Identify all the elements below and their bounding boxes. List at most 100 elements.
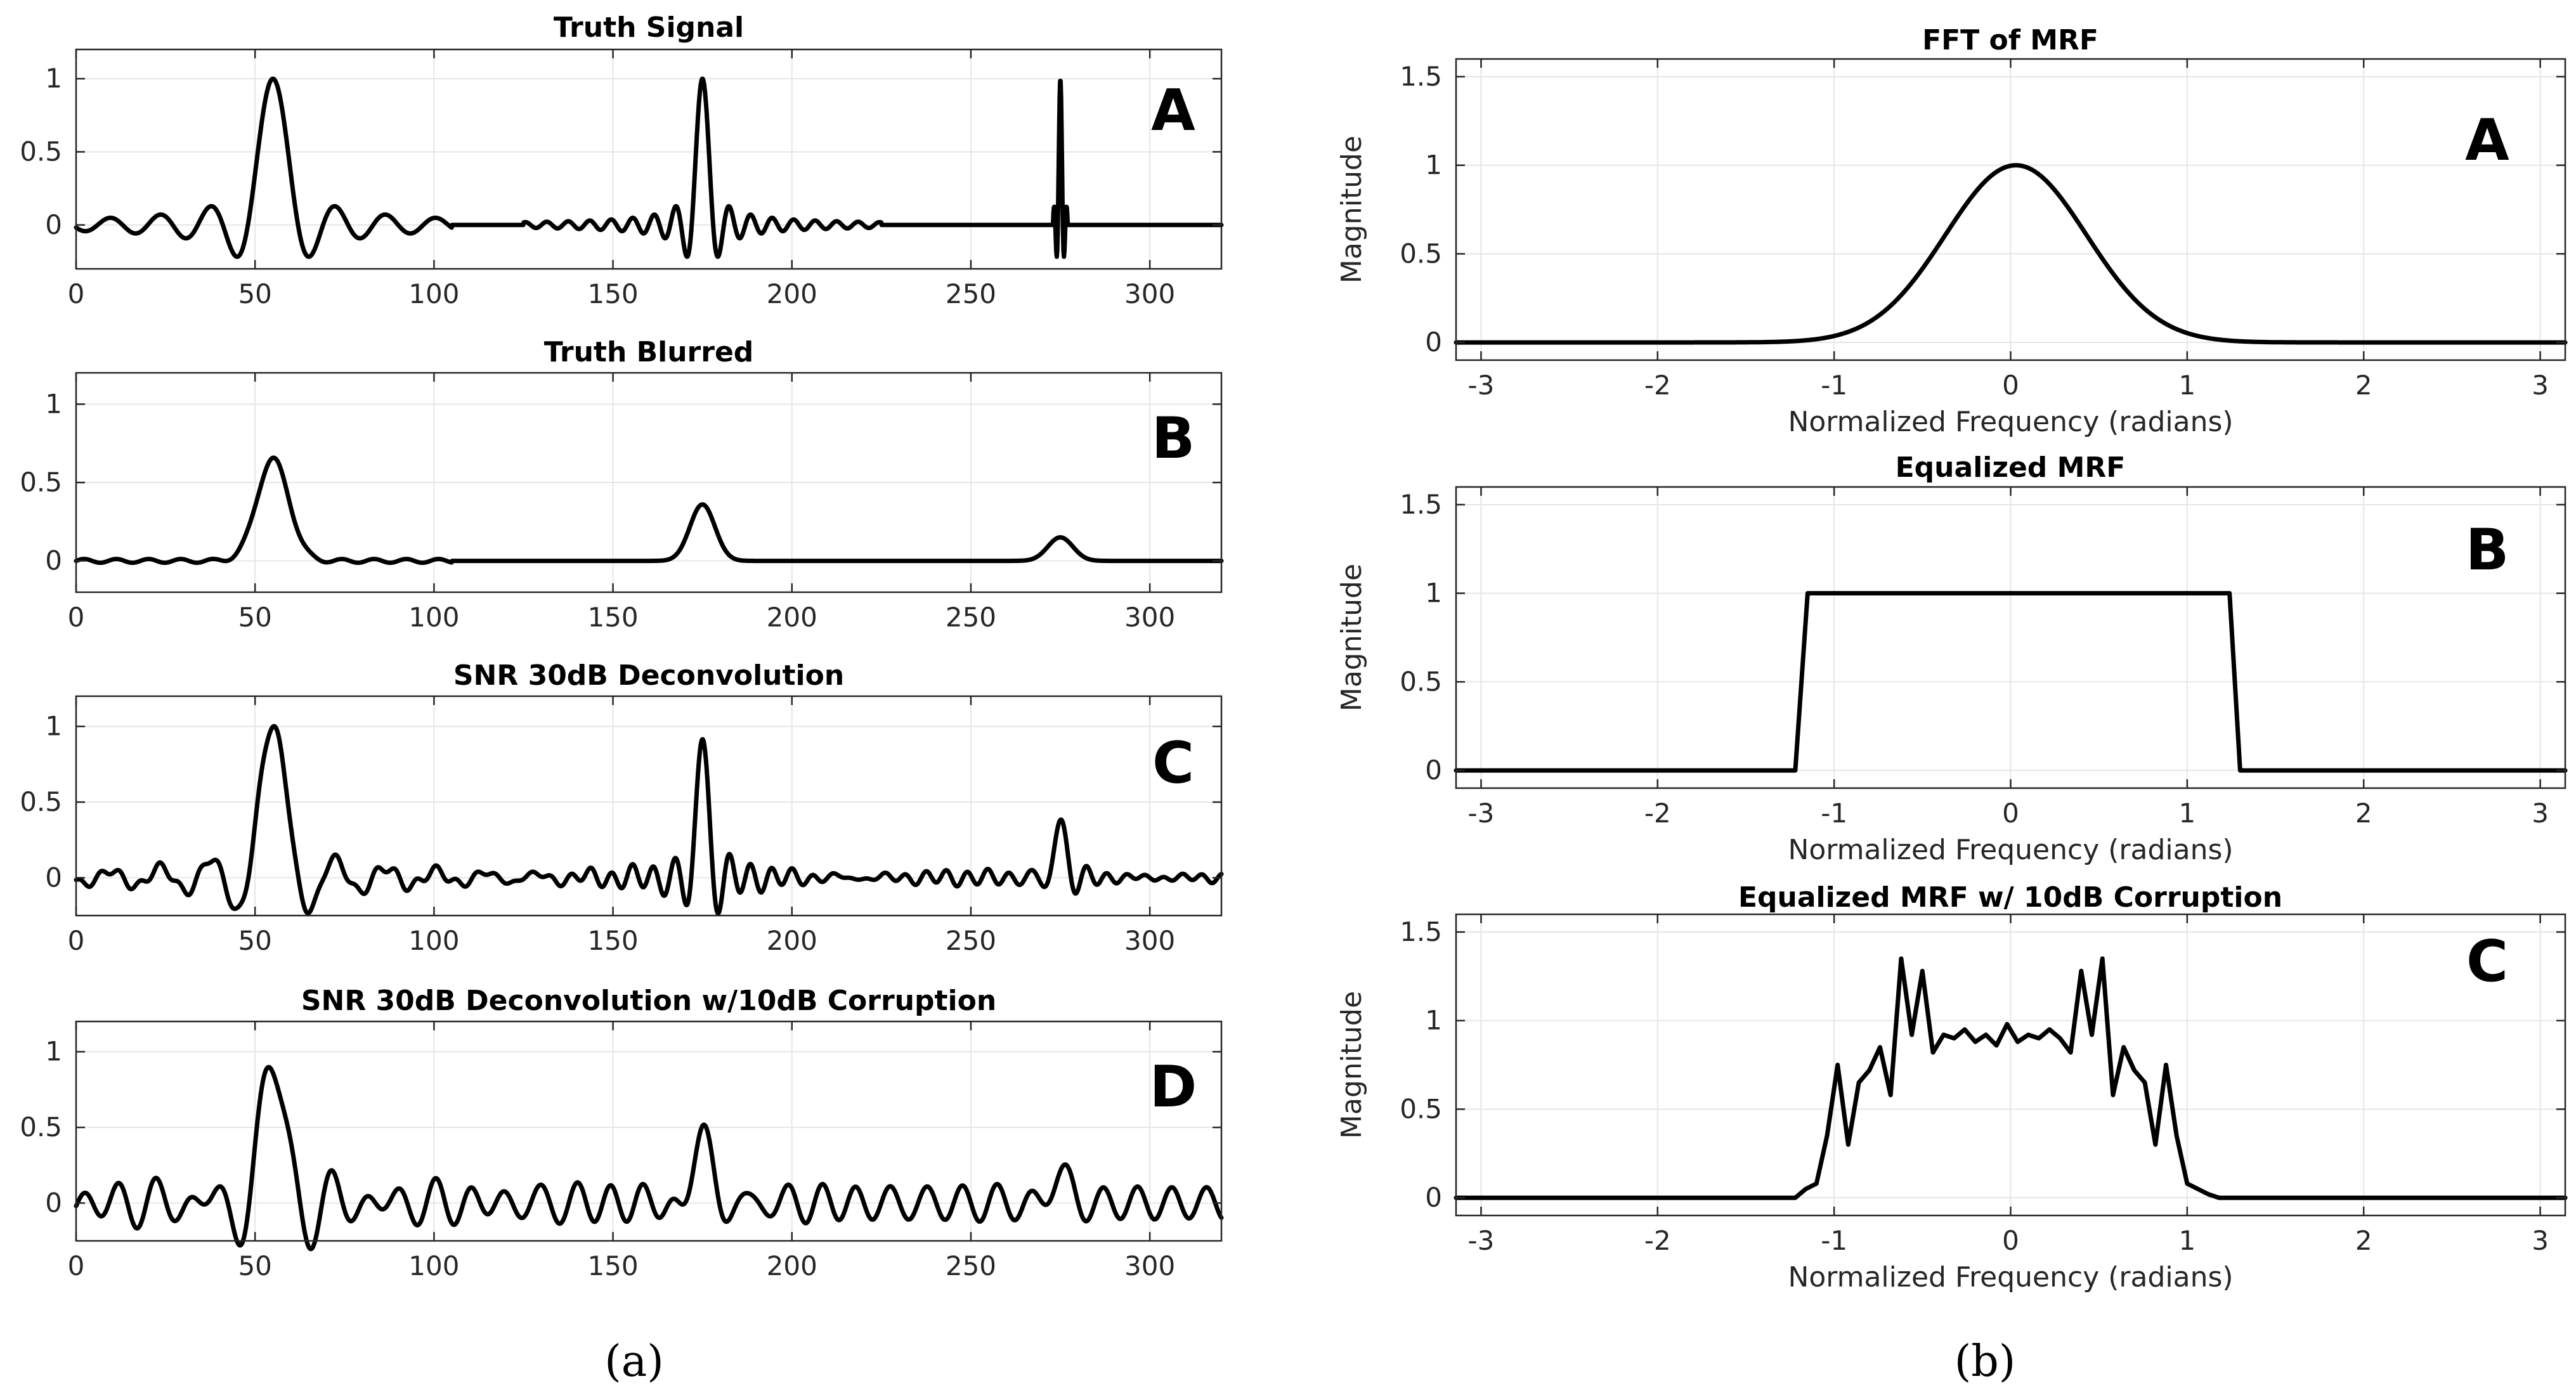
panel-b2: -3 -2 -1 0 1 2 3 0 0.5 1 1.5 Normalized Frequency (… bbox=[1336, 451, 2568, 866]
panel-a3-title: SNR 30dB Deconvolution bbox=[453, 659, 844, 692]
x-tick-label: -1 bbox=[1821, 798, 1847, 829]
x-tick-label: 100 bbox=[408, 925, 459, 956]
y-tick-label: 0.5 bbox=[20, 1112, 62, 1143]
x-tick-label: 2 bbox=[2355, 1225, 2372, 1256]
y-tick-label: 0 bbox=[45, 862, 62, 893]
x-tick-label: 150 bbox=[587, 1250, 638, 1281]
y-tick-label: 0.5 bbox=[20, 467, 62, 498]
panel-b3: -3 -2 -1 0 1 2 3 0 0.5 1 1.5 Normalized Frequency (… bbox=[1336, 881, 2568, 1293]
panel-a4-letter: D bbox=[1150, 1054, 1197, 1120]
series-line-a4-0 bbox=[74, 1065, 1224, 1252]
x-tick-label: 0 bbox=[68, 602, 85, 633]
x-tick-label: 200 bbox=[767, 1250, 817, 1281]
axes-frame bbox=[75, 695, 1223, 917]
series-line-a2-0 bbox=[74, 455, 1224, 565]
y-tick-label: 0.5 bbox=[1400, 238, 1442, 269]
panel-b3-title: Equalized MRF w/ 10dB Corruption bbox=[1738, 881, 2282, 914]
x-tick-label: 2 bbox=[2355, 798, 2372, 829]
panel-a2: 0 50 100 150 200 250 300 0 0.5 1 Truth Blurred B bbox=[20, 336, 1224, 633]
x-tick-label: 300 bbox=[1124, 278, 1175, 309]
x-tick-label: 300 bbox=[1124, 925, 1175, 956]
x-tick-label: 1 bbox=[2178, 370, 2195, 401]
x-tick-label: 150 bbox=[587, 602, 638, 633]
x-tick-label: 100 bbox=[408, 278, 459, 309]
x-axis-label: Normalized Frequency (radians) bbox=[1788, 1261, 2233, 1293]
panel-a1: 0 50 100 150 200 250 300 0 0.5 1 Truth Signal A bbox=[20, 11, 1224, 309]
x-tick-label: -3 bbox=[1467, 370, 1494, 401]
panel-b1: -3 -2 -1 0 1 2 3 0 0.5 1 1.5 Normalized Frequency (… bbox=[1336, 24, 2568, 438]
x-tick-label: 0 bbox=[68, 1250, 85, 1281]
panel-a2-title: Truth Blurred bbox=[544, 336, 754, 368]
axes-frame bbox=[75, 48, 1223, 270]
x-tick-label: 150 bbox=[587, 278, 638, 309]
x-tick-label: 2 bbox=[2355, 370, 2372, 401]
x-tick-label: -2 bbox=[1644, 798, 1671, 829]
caption-b: (b) bbox=[1955, 1337, 2016, 1387]
axes-frame bbox=[75, 1020, 1223, 1242]
y-tick-label: 0.5 bbox=[20, 786, 62, 817]
y-tick-label: 0.5 bbox=[20, 136, 62, 167]
x-tick-label: 150 bbox=[587, 925, 638, 956]
x-tick-label: 100 bbox=[408, 602, 459, 633]
plot-area-b2: -3 -2 -1 0 1 2 3 0 0.5 1 1.5 Normalized Frequency (… bbox=[1336, 486, 2568, 866]
plot-area-b1: -3 -2 -1 0 1 2 3 0 0.5 1 1.5 Normalized Frequency (… bbox=[1336, 58, 2568, 438]
y-axis-label: Magnitude bbox=[1336, 991, 1368, 1139]
x-tick-label: 1 bbox=[2178, 1225, 2195, 1256]
x-axis-label: Normalized Frequency (radians) bbox=[1788, 406, 2233, 438]
panel-a2-letter: B bbox=[1152, 405, 1195, 472]
x-tick-label: 3 bbox=[2532, 370, 2549, 401]
x-tick-label: 300 bbox=[1124, 1250, 1175, 1281]
x-tick-label: 200 bbox=[767, 278, 817, 309]
x-tick-label: 3 bbox=[2532, 798, 2549, 829]
y-tick-label: 0 bbox=[1425, 1182, 1442, 1213]
x-tick-label: 50 bbox=[238, 602, 271, 633]
y-tick-label: 1 bbox=[45, 1036, 62, 1067]
x-tick-label: 50 bbox=[238, 278, 271, 309]
y-tick-label: 0 bbox=[1425, 755, 1442, 786]
x-tick-label: 250 bbox=[946, 278, 996, 309]
x-tick-label: 0 bbox=[2002, 370, 2019, 401]
y-tick-label: 0 bbox=[45, 545, 62, 576]
panel-a4-title: SNR 30dB Deconvolution w/10dB Corruption bbox=[301, 985, 996, 1017]
x-tick-label: 250 bbox=[946, 1250, 996, 1281]
x-tick-label: -3 bbox=[1467, 798, 1494, 829]
x-tick-label: 1 bbox=[2178, 798, 2195, 829]
y-tick-label: 1 bbox=[1425, 150, 1442, 181]
y-tick-label: 0 bbox=[45, 1187, 62, 1218]
series-line-b1-0 bbox=[1454, 163, 2568, 345]
plot-area-a4: 0 50 100 150 200 250 300 0 0.5 1 bbox=[20, 1020, 1224, 1281]
x-tick-label: -1 bbox=[1821, 1225, 1847, 1256]
x-tick-label: 250 bbox=[946, 925, 996, 956]
y-tick-label: 1 bbox=[45, 63, 62, 94]
x-tick-label: -2 bbox=[1644, 1225, 1671, 1256]
x-tick-label: 300 bbox=[1124, 602, 1175, 633]
x-tick-label: 50 bbox=[238, 1250, 271, 1281]
plot-area-a2: 0 50 100 150 200 250 300 0 0.5 1 bbox=[20, 372, 1224, 633]
x-tick-label: 0 bbox=[2002, 798, 2019, 829]
caption-a: (a) bbox=[604, 1337, 664, 1387]
x-tick-label: 50 bbox=[238, 925, 271, 956]
plot-area-a3: 0 50 100 150 200 250 300 0 0.5 1 bbox=[20, 695, 1224, 956]
panel-a3: 0 50 100 150 200 250 300 0 0.5 1 SNR 30dB Deconvo… bbox=[20, 659, 1224, 956]
panel-a4: 0 50 100 150 200 250 300 0 0.5 1 SNR 30dB Deconvo… bbox=[20, 985, 1224, 1281]
x-tick-label: 0 bbox=[2002, 1225, 2019, 1256]
plot-area-b3: -3 -2 -1 0 1 2 3 0 0.5 1 1.5 Normalized Frequency (… bbox=[1336, 913, 2568, 1293]
x-tick-label: 0 bbox=[68, 925, 85, 956]
x-tick-label: 100 bbox=[408, 1250, 459, 1281]
y-tick-label: 0 bbox=[1425, 327, 1442, 358]
y-tick-label: 0.5 bbox=[1400, 1093, 1442, 1124]
y-axis-label: Magnitude bbox=[1336, 136, 1368, 283]
panel-a1-title: Truth Signal bbox=[554, 11, 744, 44]
y-tick-label: 0 bbox=[45, 209, 62, 240]
y-tick-label: 1.5 bbox=[1400, 916, 1442, 947]
panel-b1-letter: A bbox=[2465, 107, 2509, 174]
series-line-b2-0 bbox=[1454, 591, 2568, 773]
x-tick-label: 250 bbox=[946, 602, 996, 633]
y-tick-label: 1 bbox=[1425, 578, 1442, 609]
x-tick-label: 200 bbox=[767, 925, 817, 956]
panel-a3-letter: C bbox=[1152, 730, 1194, 796]
x-tick-label: -3 bbox=[1467, 1225, 1494, 1256]
x-tick-label: -2 bbox=[1644, 370, 1671, 401]
y-tick-label: 1.5 bbox=[1400, 489, 1442, 520]
